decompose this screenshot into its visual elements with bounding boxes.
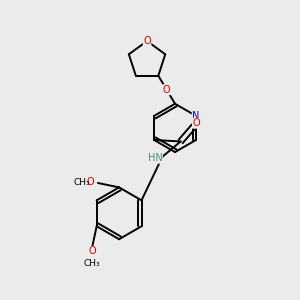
Text: O: O [163, 85, 170, 95]
Text: O: O [87, 177, 94, 188]
Text: CH₃: CH₃ [84, 259, 101, 268]
Text: O: O [88, 246, 96, 256]
Text: CH₃: CH₃ [73, 178, 90, 187]
Text: HN: HN [148, 153, 162, 163]
Text: O: O [143, 36, 151, 46]
Text: O: O [192, 118, 200, 128]
Text: N: N [192, 111, 200, 121]
